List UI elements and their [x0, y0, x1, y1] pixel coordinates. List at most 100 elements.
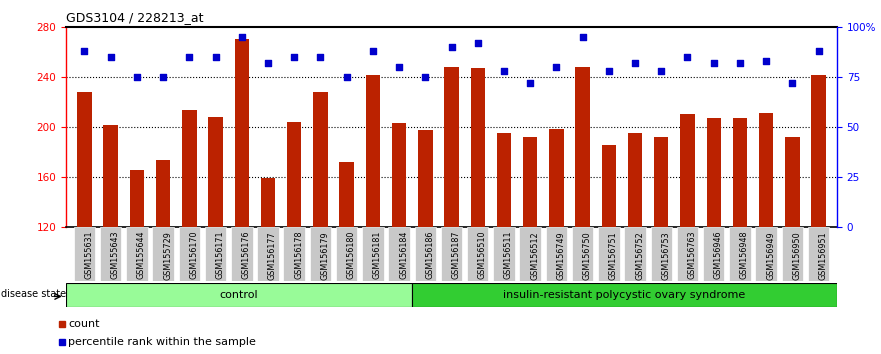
- Point: [602, 68, 616, 73]
- Bar: [66, 283, 411, 307]
- FancyBboxPatch shape: [126, 227, 148, 281]
- Bar: [103, 125, 118, 227]
- FancyBboxPatch shape: [440, 227, 463, 281]
- Point: [287, 54, 301, 59]
- Bar: [811, 75, 825, 227]
- Text: disease state: disease state: [2, 289, 66, 299]
- Point: [104, 54, 118, 59]
- FancyBboxPatch shape: [100, 227, 122, 281]
- Text: GSM156948: GSM156948: [740, 231, 749, 279]
- Point: [523, 80, 537, 85]
- Bar: [707, 118, 721, 227]
- Bar: [314, 92, 328, 227]
- Point: [418, 74, 433, 79]
- Text: GSM156751: GSM156751: [609, 231, 618, 280]
- FancyBboxPatch shape: [781, 227, 803, 281]
- Point: [707, 60, 721, 65]
- Bar: [470, 68, 485, 227]
- Text: GSM156184: GSM156184: [399, 231, 408, 279]
- Text: GSM156178: GSM156178: [294, 231, 303, 279]
- Bar: [444, 67, 459, 227]
- Text: insulin-resistant polycystic ovary syndrome: insulin-resistant polycystic ovary syndr…: [503, 290, 745, 300]
- Point: [234, 34, 248, 39]
- Text: GSM156750: GSM156750: [582, 231, 592, 280]
- Point: [314, 54, 328, 59]
- Bar: [411, 283, 837, 307]
- Text: control: control: [219, 290, 258, 300]
- Text: GSM156763: GSM156763: [687, 231, 697, 279]
- Bar: [130, 170, 144, 227]
- FancyBboxPatch shape: [677, 227, 699, 281]
- FancyBboxPatch shape: [755, 227, 777, 281]
- FancyBboxPatch shape: [415, 227, 436, 281]
- Point: [182, 54, 196, 59]
- Text: GSM156951: GSM156951: [818, 231, 827, 280]
- FancyBboxPatch shape: [467, 227, 488, 281]
- Text: GSM156179: GSM156179: [321, 231, 329, 280]
- FancyBboxPatch shape: [545, 227, 567, 281]
- Point: [366, 48, 380, 53]
- Point: [655, 68, 669, 73]
- FancyBboxPatch shape: [650, 227, 672, 281]
- Point: [156, 74, 170, 79]
- Text: GSM156170: GSM156170: [189, 231, 198, 279]
- FancyBboxPatch shape: [703, 227, 724, 281]
- FancyBboxPatch shape: [284, 227, 305, 281]
- Bar: [680, 114, 695, 227]
- FancyBboxPatch shape: [625, 227, 646, 281]
- Bar: [234, 39, 249, 227]
- Text: GSM156512: GSM156512: [530, 231, 539, 280]
- Text: count: count: [69, 319, 100, 329]
- Point: [785, 80, 799, 85]
- Bar: [628, 133, 642, 227]
- FancyBboxPatch shape: [179, 227, 200, 281]
- Text: GSM156749: GSM156749: [557, 231, 566, 280]
- Point: [78, 48, 92, 53]
- Text: GSM155729: GSM155729: [163, 231, 172, 280]
- Bar: [575, 67, 589, 227]
- Bar: [78, 92, 92, 227]
- Point: [209, 54, 223, 59]
- Point: [680, 54, 694, 59]
- FancyBboxPatch shape: [231, 227, 253, 281]
- Text: GDS3104 / 228213_at: GDS3104 / 228213_at: [66, 11, 204, 24]
- Text: GSM156176: GSM156176: [241, 231, 251, 279]
- Bar: [785, 137, 800, 227]
- Text: GSM156177: GSM156177: [268, 231, 277, 280]
- Text: GSM156752: GSM156752: [635, 231, 644, 280]
- FancyBboxPatch shape: [389, 227, 410, 281]
- Point: [733, 60, 747, 65]
- Point: [339, 74, 353, 79]
- FancyBboxPatch shape: [520, 227, 541, 281]
- FancyBboxPatch shape: [362, 227, 383, 281]
- FancyBboxPatch shape: [808, 227, 829, 281]
- FancyBboxPatch shape: [257, 227, 278, 281]
- FancyBboxPatch shape: [729, 227, 751, 281]
- Bar: [759, 113, 774, 227]
- Point: [811, 48, 825, 53]
- Text: GSM155631: GSM155631: [85, 231, 93, 279]
- Bar: [366, 75, 380, 227]
- Point: [470, 40, 485, 45]
- Bar: [549, 129, 564, 227]
- Bar: [733, 118, 747, 227]
- FancyBboxPatch shape: [309, 227, 331, 281]
- FancyBboxPatch shape: [152, 227, 174, 281]
- Bar: [339, 161, 354, 227]
- Text: GSM156946: GSM156946: [714, 231, 722, 279]
- FancyBboxPatch shape: [336, 227, 358, 281]
- Text: GSM156186: GSM156186: [426, 231, 434, 279]
- Text: GSM156510: GSM156510: [478, 231, 486, 279]
- FancyBboxPatch shape: [493, 227, 515, 281]
- Point: [130, 74, 144, 79]
- Bar: [208, 116, 223, 227]
- Text: percentile rank within the sample: percentile rank within the sample: [69, 337, 256, 347]
- FancyBboxPatch shape: [74, 227, 95, 281]
- FancyBboxPatch shape: [204, 227, 226, 281]
- Point: [575, 34, 589, 39]
- FancyBboxPatch shape: [572, 227, 594, 281]
- Bar: [602, 145, 616, 227]
- Text: GSM156950: GSM156950: [792, 231, 802, 280]
- Text: GSM155644: GSM155644: [137, 231, 146, 279]
- Text: GSM156187: GSM156187: [451, 231, 461, 279]
